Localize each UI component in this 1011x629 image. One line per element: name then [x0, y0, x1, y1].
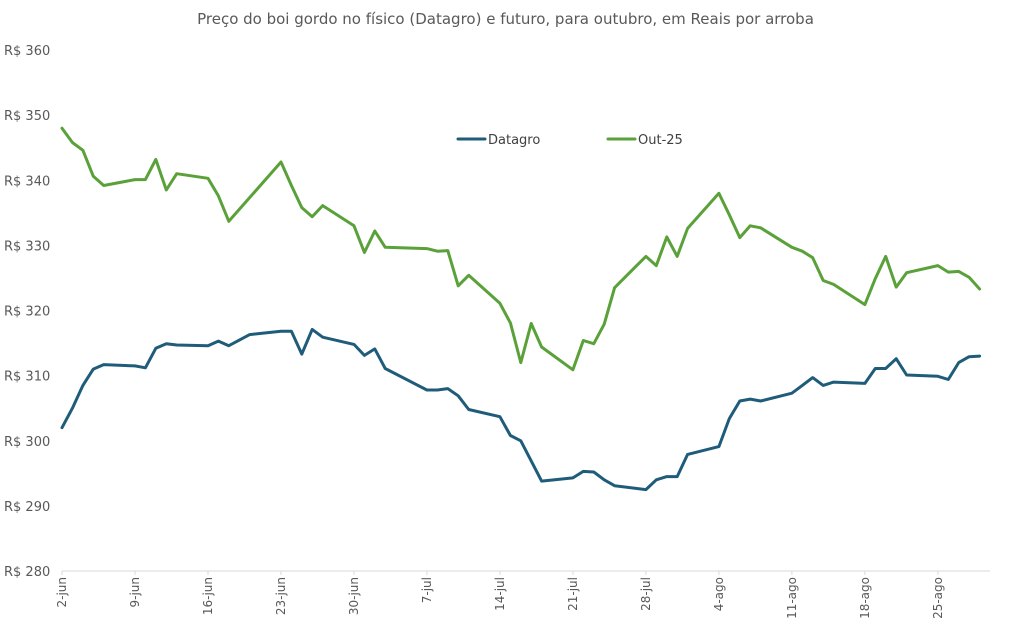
legend-label: Datagro	[488, 133, 540, 148]
x-tick-label: 9-jun	[128, 577, 142, 608]
x-tick-label: 16-jun	[201, 577, 215, 615]
x-tick-label: 21-jul	[566, 577, 580, 611]
y-tick-label: R$ 360	[4, 44, 50, 59]
chart-title: Preço do boi gordo no físico (Datagro) e…	[197, 10, 814, 28]
y-tick-label: R$ 310	[4, 370, 50, 385]
x-tick-label: 28-jul	[639, 577, 653, 611]
series-line-out-25	[60, 126, 982, 372]
x-tick-label: 14-jul	[493, 577, 507, 611]
y-tick-label: R$ 330	[4, 239, 50, 254]
x-tick-label: 11-ago	[785, 577, 799, 619]
y-tick-label: R$ 320	[4, 305, 50, 320]
series-lines	[60, 126, 982, 492]
x-axis: 2-jun 9-jun 16-jun 23-jun 30-jun 7-jul 14-jul 2…	[55, 571, 945, 619]
y-tick-label: R$ 340	[4, 174, 50, 189]
x-tick-label: 30-jun	[347, 577, 361, 615]
y-tick-label: R$ 300	[4, 435, 50, 450]
y-tick-label: R$ 350	[4, 109, 50, 124]
x-tick-label: 18-ago	[858, 577, 872, 619]
y-axis: R$ 280 R$ 290 R$ 300 R$ 310 R$ 320 R$ 330 R$ 3…	[4, 44, 50, 580]
x-tick-label: 7-jul	[420, 577, 434, 603]
x-tick-label: 4-ago	[712, 577, 726, 611]
series-line-datagro	[60, 327, 982, 492]
y-tick-label: R$ 280	[4, 565, 50, 580]
x-tick-label: 2-jun	[55, 577, 69, 608]
legend: Datagro Out-25	[456, 133, 683, 148]
legend-label: Out-25	[638, 133, 683, 148]
x-tick-label: 25-ago	[931, 577, 945, 619]
x-tick-label: 23-jun	[274, 577, 288, 615]
y-tick-label: R$ 290	[4, 500, 50, 515]
